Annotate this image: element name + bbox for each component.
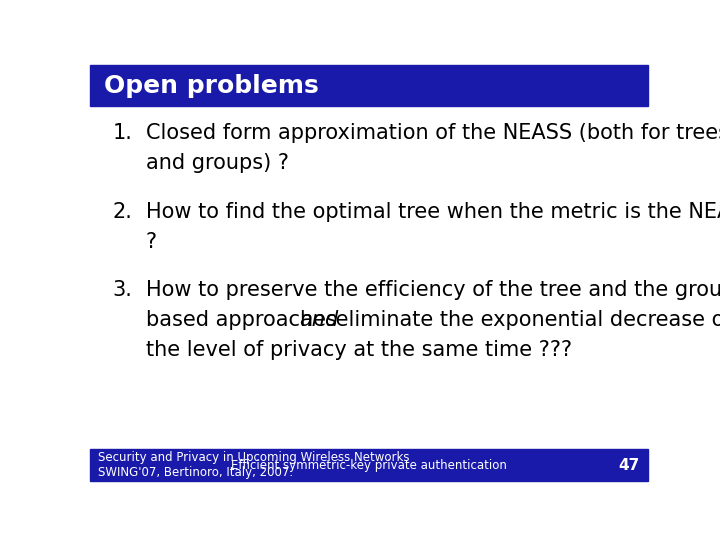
Text: and groups) ?: and groups) ? <box>145 153 289 173</box>
Text: ?: ? <box>145 232 157 252</box>
Text: and: and <box>299 310 338 330</box>
Text: 1.: 1. <box>112 123 132 143</box>
Text: How to preserve the efficiency of the tree and the group-: How to preserve the efficiency of the tr… <box>145 280 720 300</box>
Text: the level of privacy at the same time ???: the level of privacy at the same time ??… <box>145 340 572 360</box>
Text: Efficient symmetric-key private authentication: Efficient symmetric-key private authenti… <box>231 458 507 471</box>
Text: 47: 47 <box>618 457 639 472</box>
Text: Security and Privacy in Upcoming Wireless Networks
SWING'07, Bertinoro, Italy, 2: Security and Privacy in Upcoming Wireles… <box>99 451 410 479</box>
Text: Closed form approximation of the NEASS (both for trees: Closed form approximation of the NEASS (… <box>145 123 720 143</box>
Text: 2.: 2. <box>112 201 132 221</box>
FancyBboxPatch shape <box>90 65 648 106</box>
Text: eliminate the exponential decrease of: eliminate the exponential decrease of <box>329 310 720 330</box>
Text: How to find the optimal tree when the metric is the NEASS: How to find the optimal tree when the me… <box>145 201 720 221</box>
Text: 3.: 3. <box>112 280 132 300</box>
FancyBboxPatch shape <box>90 449 648 481</box>
Text: Open problems: Open problems <box>104 73 319 98</box>
Text: based approaches: based approaches <box>145 310 343 330</box>
